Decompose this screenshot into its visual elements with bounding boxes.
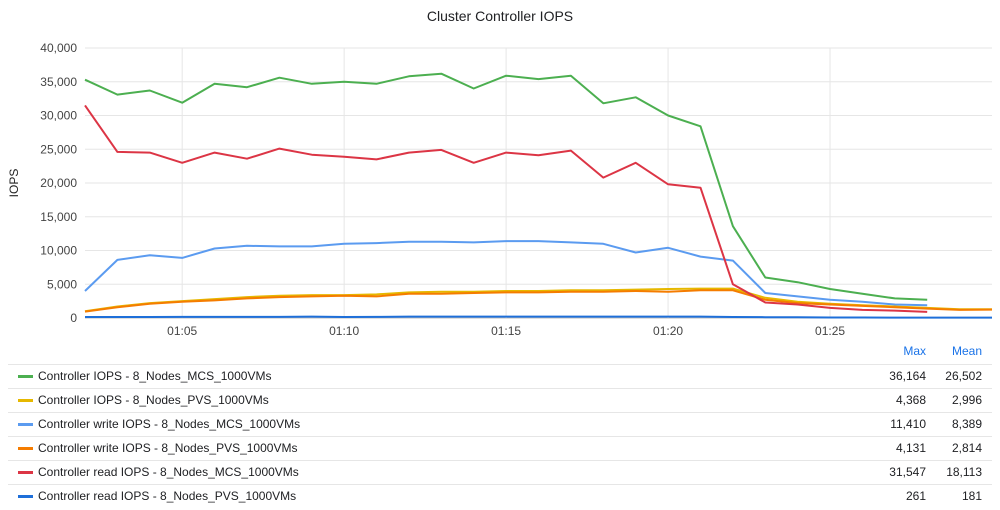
chart-title: Cluster Controller IOPS	[426, 8, 574, 24]
legend-mean-value: 18,113	[946, 465, 982, 479]
legend-max-value: 261	[905, 489, 926, 503]
legend-mean-value: 26,502	[945, 369, 982, 383]
legend-header: Max Mean	[8, 340, 992, 364]
legend-swatch	[18, 375, 33, 378]
legend-swatch	[18, 447, 33, 450]
series-line-4[interactable]	[84, 289, 993, 313]
x-tick-label: 01:20	[653, 324, 683, 338]
legend-swatch	[18, 399, 33, 402]
max-column-header[interactable]: Max	[903, 344, 926, 358]
legend-row[interactable]: Controller read IOPS - 8_Nodes_PVS_1000V…	[8, 484, 992, 508]
x-axis-ticks: 01:05 01:10 01:15 01:20 01:25	[167, 324, 845, 338]
mean-column-header[interactable]: Mean	[951, 344, 982, 358]
legend-swatch	[18, 471, 33, 474]
series-line-6[interactable]	[85, 315, 992, 319]
legend-table: Max Mean Controller IOPS - 8_Nodes_MCS_1…	[8, 340, 992, 508]
legend-series-name: Controller read IOPS - 8_Nodes_MCS_1000V…	[38, 465, 299, 479]
legend-max-value: 4,131	[895, 441, 926, 455]
legend-series-name: Controller IOPS - 8_Nodes_PVS_1000VMs	[38, 393, 269, 407]
x-tick-label: 01:25	[815, 324, 845, 338]
legend-max-value: 11,410	[890, 417, 926, 431]
y-tick-label: 35,000	[40, 75, 77, 89]
legend-series-name: Controller write IOPS - 8_Nodes_PVS_1000…	[38, 441, 298, 455]
legend-row[interactable]: Controller write IOPS - 8_Nodes_MCS_1000…	[8, 412, 992, 436]
x-tick-label: 01:15	[491, 324, 521, 338]
legend-series-name: Controller write IOPS - 8_Nodes_MCS_1000…	[38, 417, 301, 431]
legend-series-name: Controller IOPS - 8_Nodes_MCS_1000VMs	[38, 369, 272, 383]
grid-lines	[85, 47, 992, 319]
series-lines	[84, 72, 993, 319]
y-axis-label: IOPS	[7, 169, 21, 198]
legend-max-value: 31,547	[889, 465, 926, 479]
y-tick-label: 40,000	[40, 41, 77, 55]
y-tick-label: 0	[70, 311, 77, 325]
y-tick-label: 5,000	[47, 277, 77, 291]
legend-row[interactable]: Controller IOPS - 8_Nodes_MCS_1000VMs 36,…	[8, 364, 992, 388]
legend-swatch	[18, 495, 33, 498]
y-tick-label: 30,000	[40, 109, 77, 123]
legend-mean-value: 8,389	[951, 417, 982, 431]
legend-mean-value: 181	[961, 489, 982, 503]
series-line-1[interactable]	[84, 72, 928, 301]
legend-max-value: 36,164	[889, 369, 926, 383]
legend-mean-value: 2,996	[951, 393, 982, 407]
y-tick-label: 10,000	[40, 244, 77, 258]
legend-max-value: 4,368	[895, 393, 926, 407]
y-tick-label: 20,000	[40, 176, 77, 190]
y-tick-label: 15,000	[40, 210, 77, 224]
legend-row[interactable]: Controller read IOPS - 8_Nodes_MCS_1000V…	[8, 460, 992, 484]
series-line-5[interactable]	[84, 104, 928, 313]
legend-mean-value: 2,814	[951, 441, 982, 455]
x-tick-label: 01:05	[167, 324, 197, 338]
y-tick-label: 25,000	[40, 142, 77, 156]
legend-row[interactable]: Controller write IOPS - 8_Nodes_PVS_1000…	[8, 436, 992, 460]
legend-row[interactable]: Controller IOPS - 8_Nodes_PVS_1000VMs 4,3…	[8, 388, 992, 412]
y-axis-ticks: 0 5,000 10,000 15,000 20,000 25,000 30,000 35,0…	[40, 41, 77, 325]
line-chart: 0 5,000 10,000 15,000 20,000 25,000 30,000 35,0…	[7, 41, 993, 338]
x-tick-label: 01:10	[329, 324, 359, 338]
legend-swatch	[18, 423, 33, 426]
legend-series-name: Controller read IOPS - 8_Nodes_PVS_1000V…	[38, 489, 297, 503]
series-line-3[interactable]	[84, 240, 928, 307]
